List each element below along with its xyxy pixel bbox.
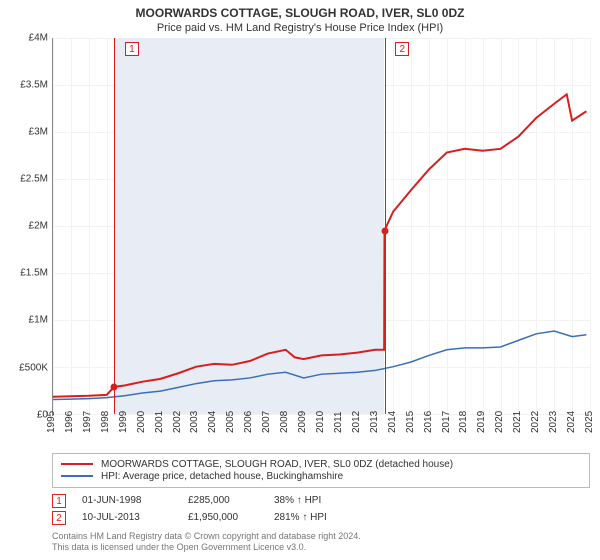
line-plot-svg (53, 38, 590, 414)
event-marker-box: 1 (125, 42, 139, 56)
x-tick-label: 2015 (405, 410, 416, 432)
x-tick-label: 2005 (225, 410, 236, 432)
event-number-box: 2 (52, 511, 66, 525)
copyright-line: Contains HM Land Registry data © Crown c… (52, 531, 590, 543)
x-tick-label: 2017 (441, 410, 452, 432)
legend-label: HPI: Average price, detached house, Buck… (101, 471, 343, 482)
x-tick-label: 2012 (351, 410, 362, 432)
titles: MOORWARDS COTTAGE, SLOUGH ROAD, IVER, SL… (10, 6, 590, 34)
x-tick-label: 2000 (136, 410, 147, 432)
y-tick-label: £2M (29, 221, 48, 232)
event-number-box: 1 (52, 494, 66, 508)
x-tick-label: 1997 (82, 410, 93, 432)
event-price: £285,000 (188, 495, 258, 506)
series-property (53, 94, 586, 396)
x-tick-label: 2004 (207, 410, 218, 432)
series-hpi (53, 331, 586, 400)
x-tick-label: 2008 (279, 410, 290, 432)
event-marker-box: 2 (395, 42, 409, 56)
y-tick-label: £4M (29, 33, 48, 44)
y-tick-label: £1.5M (20, 268, 48, 279)
x-tick-label: 2025 (584, 410, 595, 432)
chart-container: MOORWARDS COTTAGE, SLOUGH ROAD, IVER, SL… (0, 0, 600, 560)
y-tick-label: £3M (29, 127, 48, 138)
y-tick-label: £3.5M (20, 80, 48, 91)
event-marker-line (114, 38, 115, 414)
x-tick-label: 2011 (333, 411, 344, 433)
x-tick-label: 2001 (154, 410, 165, 432)
x-tick-label: 2016 (423, 410, 434, 432)
x-tick-label: 2013 (369, 410, 380, 432)
copyright-line: This data is licensed under the Open Gov… (52, 542, 590, 554)
x-tick-label: 2006 (243, 410, 254, 432)
x-tick-label: 2019 (476, 410, 487, 432)
event-date: 10-JUL-2013 (82, 512, 172, 523)
event-marker-line (385, 38, 386, 414)
x-tick-label: 2002 (172, 410, 183, 432)
y-axis-labels: £0£500K£1M£1.5M£2M£2.5M£3M£3.5M£4M (10, 38, 52, 415)
x-tick-label: 1998 (100, 410, 111, 432)
x-tick-label: 2003 (189, 410, 200, 432)
event-row: 1 01-JUN-1998 £285,000 38% ↑ HPI (52, 494, 590, 508)
legend: MOORWARDS COTTAGE, SLOUGH ROAD, IVER, SL… (52, 453, 590, 488)
x-axis-labels: 1995199619971998199920002001200220032004… (52, 415, 590, 451)
x-tick-label: 2010 (315, 410, 326, 432)
x-tick-label: 2023 (548, 410, 559, 432)
event-marker-dot (381, 227, 388, 234)
x-tick-label: 2020 (494, 410, 505, 432)
event-date: 01-JUN-1998 (82, 495, 172, 506)
x-tick-label: 2021 (512, 410, 523, 432)
legend-swatch (61, 463, 93, 465)
plot-area: 12 (52, 38, 590, 415)
chart-footer: MOORWARDS COTTAGE, SLOUGH ROAD, IVER, SL… (10, 453, 590, 554)
x-tick-label: 2009 (297, 410, 308, 432)
legend-label: MOORWARDS COTTAGE, SLOUGH ROAD, IVER, SL… (101, 459, 453, 470)
chart-area: £0£500K£1M£1.5M£2M£2.5M£3M£3.5M£4M 12 (10, 38, 590, 415)
gridline-v (590, 38, 591, 414)
event-pct: 38% ↑ HPI (274, 495, 321, 506)
event-price: £1,950,000 (188, 512, 258, 523)
event-marker-dot (111, 383, 118, 390)
legend-row: MOORWARDS COTTAGE, SLOUGH ROAD, IVER, SL… (61, 459, 581, 470)
x-tick-label: 1995 (46, 410, 57, 432)
legend-row: HPI: Average price, detached house, Buck… (61, 471, 581, 482)
x-tick-label: 2018 (458, 410, 469, 432)
y-tick-label: £2.5M (20, 174, 48, 185)
x-tick-label: 2007 (261, 410, 272, 432)
legend-swatch (61, 475, 93, 477)
chart-subtitle: Price paid vs. HM Land Registry's House … (10, 22, 590, 34)
x-tick-label: 2014 (387, 410, 398, 432)
x-tick-label: 2022 (530, 410, 541, 432)
x-tick-label: 1996 (64, 410, 75, 432)
event-list: 1 01-JUN-1998 £285,000 38% ↑ HPI 2 10-JUL-201… (52, 494, 590, 525)
x-tick-label: 2024 (566, 410, 577, 432)
event-pct: 281% ↑ HPI (274, 512, 327, 523)
event-row: 2 10-JUL-2013 £1,950,000 281% ↑ HPI (52, 511, 590, 525)
x-tick-label: 1999 (118, 410, 129, 432)
y-tick-label: £500K (19, 362, 48, 373)
chart-title: MOORWARDS COTTAGE, SLOUGH ROAD, IVER, SL… (10, 6, 590, 20)
copyright: Contains HM Land Registry data © Crown c… (52, 531, 590, 554)
y-tick-label: £1M (29, 315, 48, 326)
